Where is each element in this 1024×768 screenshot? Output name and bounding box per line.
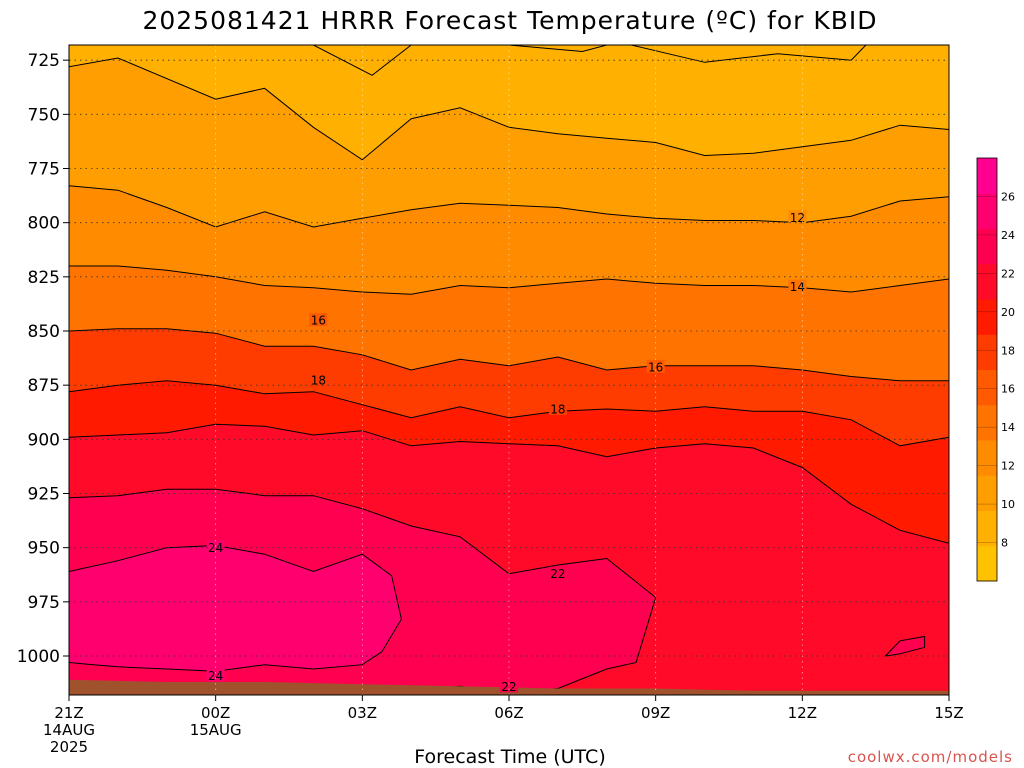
- band-top-pocket-3: [631, 45, 866, 63]
- contour-line-top: [313, 45, 412, 76]
- colorbar: 8 10 12 14 16 18 20 22 24 26: [976, 157, 1015, 582]
- band-pocket: [885, 636, 925, 656]
- plot-overlay: 12 14 16 16 18 18 24 24 22 22: [68, 45, 950, 695]
- x-tick-label-18-0: 15Z: [934, 704, 963, 722]
- contour-label-7: 24: [208, 669, 223, 683]
- colorbar-swatch-0: [977, 545, 997, 582]
- x-axis-title: Forecast Time (UTC): [414, 746, 605, 768]
- colorbar-swatch-2: [977, 475, 997, 511]
- colorbar-label-16: 16: [1001, 383, 1015, 396]
- colorbar-swatch-9: [977, 228, 997, 265]
- contour-label-5: 18: [550, 403, 565, 417]
- contour-label-bg: [548, 566, 567, 580]
- y-tick-label-775: 775: [28, 160, 60, 180]
- x-tick-label-12-0: 09Z: [641, 704, 670, 722]
- x-tick-label-0-2: 2025: [50, 738, 88, 756]
- y-tick-label-750: 750: [28, 105, 60, 125]
- x-tick-label-0-0: 21Z: [54, 704, 83, 722]
- y-tick-label-850: 850: [28, 322, 60, 342]
- colorbar-swatch-4: [977, 404, 997, 441]
- contour-label-8: 22: [550, 567, 565, 581]
- colorbar-label-26: 26: [1001, 190, 1015, 203]
- colorbar-swatch-8: [977, 263, 997, 300]
- colorbar-swatch-11: [977, 158, 997, 194]
- band-top-pocket-2: [509, 45, 607, 52]
- y-tick-label-800: 800: [28, 214, 60, 234]
- credit-text: coolwx.com/models: [848, 748, 1013, 766]
- contour-label-bg: [646, 359, 665, 373]
- contour-label-9: 22: [501, 680, 516, 694]
- y-tick-label-825: 825: [28, 268, 60, 288]
- contour-label-2: 16: [311, 314, 326, 328]
- y-tick-label-1000: 1000: [17, 647, 60, 667]
- contour-label-bg: [309, 372, 328, 386]
- colorbar-label-8: 8: [1001, 537, 1008, 550]
- contour-label-bg: [206, 540, 225, 554]
- y-tick-label-875: 875: [28, 376, 60, 396]
- contour-label-6: 24: [208, 541, 223, 555]
- y-tick-label-975: 975: [28, 593, 60, 613]
- contour-label-3: 16: [648, 360, 663, 374]
- colorbar-swatch-1: [977, 510, 997, 547]
- y-tick-label-950: 950: [28, 539, 60, 559]
- contour-label-0: 12: [790, 211, 805, 225]
- x-tick-label-3-0: 00Z: [201, 704, 230, 722]
- contour-label-bg: [309, 313, 328, 327]
- colorbar-swatch-10: [977, 193, 997, 229]
- y-tick-label-900: 900: [28, 430, 60, 450]
- x-tick-label-0-1: 14AUG: [43, 721, 95, 739]
- contour-line-23: [885, 635, 926, 657]
- colorbar-swatch-5: [977, 369, 997, 406]
- contour-label-bg: [206, 668, 225, 682]
- contour-line-18: [69, 380, 949, 447]
- colorbar-frame: [976, 157, 998, 582]
- contour-line-20: [69, 423, 949, 693]
- contour-line-top-3: [631, 45, 867, 63]
- axes: 725 750 775 800 825 850 875 900 925 950 975 1000 21Z…: [17, 44, 964, 756]
- colorbar-label-24: 24: [1001, 229, 1015, 242]
- y-tick-label-725: 725: [28, 51, 60, 71]
- contour-line-top-2: [508, 45, 607, 53]
- colorbar-label-18: 18: [1001, 344, 1015, 357]
- colorbar-label-12: 12: [1001, 460, 1015, 473]
- chart-title: 2025081421 HRRR Forecast Temperature (ºC…: [142, 6, 877, 35]
- x-tick-label-3-1: 15AUG: [190, 721, 242, 739]
- colorbar-swatch-6: [977, 334, 997, 370]
- y-tick-label-925: 925: [28, 485, 60, 505]
- contour-line-10: [69, 57, 949, 161]
- contour-label-bg: [788, 210, 807, 224]
- contour-label-bg: [500, 679, 518, 693]
- colorbar-label-10: 10: [1001, 498, 1015, 511]
- band-24: [69, 545, 402, 695]
- x-tick-label-15-0: 12Z: [788, 704, 817, 722]
- x-tick-label-9-0: 06Z: [494, 704, 523, 722]
- contour-label-1: 14: [790, 280, 805, 294]
- contour-label-bg: [548, 402, 567, 415]
- colorbar-label-14: 14: [1001, 421, 1015, 434]
- colorbar-swatch-7: [977, 299, 997, 335]
- x-tick-label-6-0: 03Z: [348, 704, 377, 722]
- colorbar-swatch-3: [977, 440, 997, 476]
- band-top-pocket: [313, 45, 412, 76]
- colorbar-label-22: 22: [1001, 267, 1015, 280]
- contour-label-4: 18: [311, 373, 326, 387]
- colorbar-label-20: 20: [1001, 306, 1015, 319]
